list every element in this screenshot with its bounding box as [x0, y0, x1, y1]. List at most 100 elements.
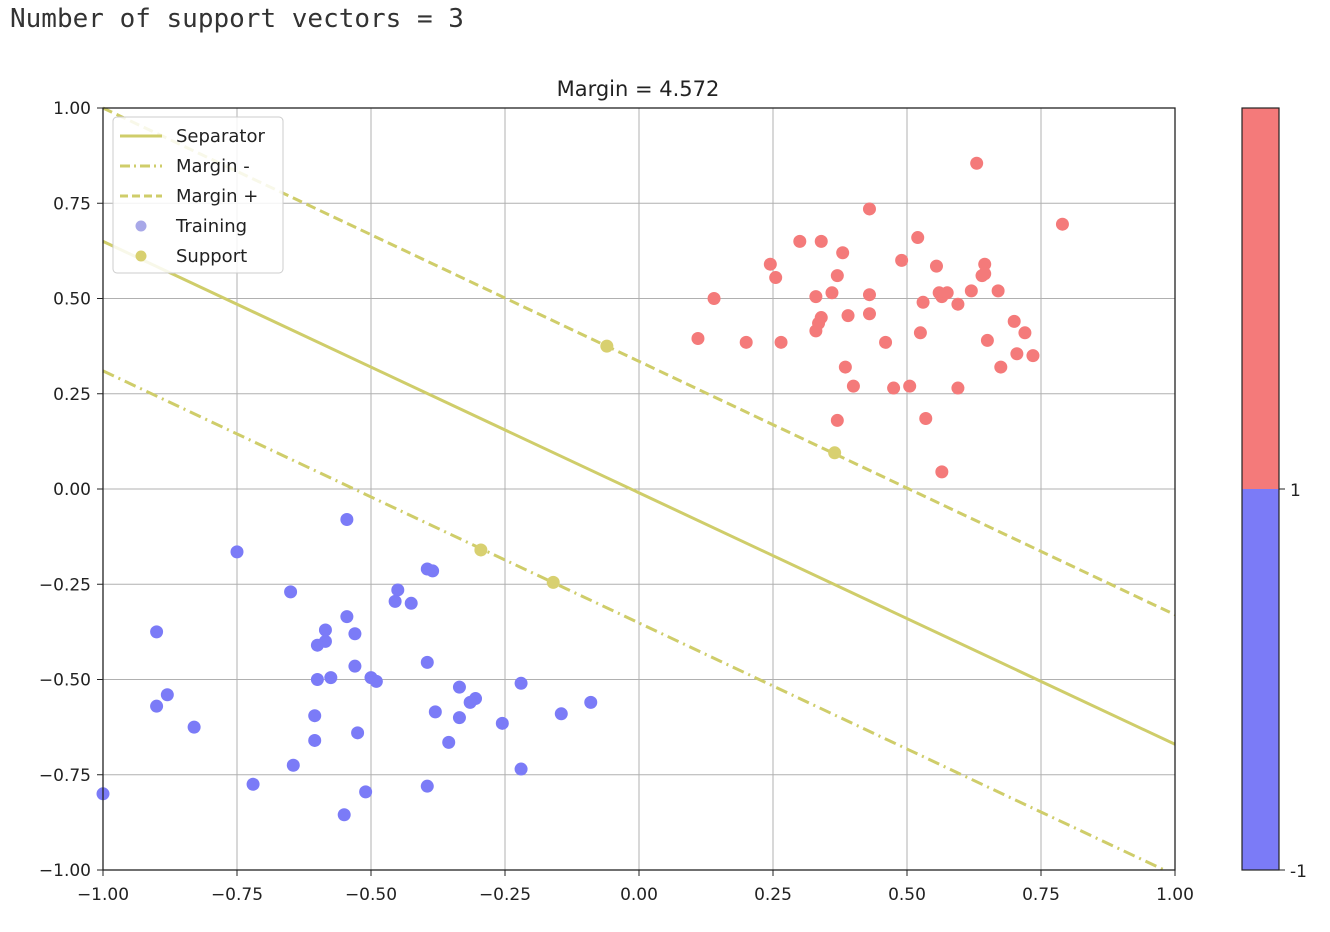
point-positive: [903, 379, 917, 393]
point-negative: [318, 623, 332, 637]
point-positive: [913, 326, 927, 340]
point-negative: [310, 673, 324, 686]
point-positive: [929, 259, 943, 273]
point-positive: [841, 309, 855, 323]
point-negative: [246, 777, 260, 791]
point-positive: [964, 284, 978, 298]
point-positive: [1018, 326, 1032, 340]
point-positive: [916, 295, 930, 309]
y-tick-label: −1.00: [39, 861, 91, 881]
point-positive: [1055, 217, 1069, 231]
point-negative: [351, 726, 365, 740]
x-tick-label: 0.25: [754, 885, 792, 905]
point-negative: [584, 695, 598, 709]
y-tick-label: 1.00: [53, 99, 91, 119]
point-negative: [369, 674, 383, 688]
point-positive: [814, 234, 828, 248]
point-negative: [150, 699, 164, 713]
x-tick-label: 0.00: [620, 885, 658, 905]
legend-box: [112, 116, 284, 274]
point-positive: [970, 156, 984, 170]
y-tick-label: 0.75: [53, 194, 91, 214]
point-negative: [452, 711, 466, 725]
y-tick-label: −0.50: [39, 671, 91, 691]
point-support: [474, 543, 488, 557]
y-tick-label: 0.25: [53, 385, 91, 405]
y-tick-label: −0.25: [39, 575, 91, 595]
point-negative: [359, 785, 373, 799]
point-negative: [420, 655, 434, 669]
x-tick-label: 0.75: [1022, 885, 1060, 905]
point-positive: [691, 332, 705, 346]
point-negative: [463, 695, 477, 709]
point-negative: [495, 716, 509, 730]
point-negative: [160, 688, 174, 702]
plot-frame: [102, 107, 1176, 871]
legend-swatch-training: [135, 220, 147, 232]
x-tick-label: 1.00: [1156, 885, 1194, 905]
line-margin: [102, 369, 1165, 872]
point-positive: [951, 297, 965, 311]
point-negative: [348, 659, 362, 673]
point-negative: [284, 585, 298, 599]
point-positive: [774, 335, 788, 349]
point-positive: [1007, 314, 1021, 328]
point-negative: [324, 671, 338, 685]
legend-label-training: Training: [175, 216, 247, 237]
point-negative: [554, 707, 568, 721]
point-positive: [935, 465, 949, 479]
point-negative: [308, 733, 322, 747]
y-tick-label: 0.00: [53, 480, 91, 500]
point-negative: [310, 638, 324, 652]
point-positive: [940, 286, 954, 300]
point-positive: [1010, 347, 1024, 361]
colorbar-positive: [1242, 108, 1279, 489]
point-negative: [308, 709, 322, 723]
point-positive: [978, 257, 992, 271]
point-negative: [340, 610, 354, 624]
line-separator: [102, 239, 1176, 746]
point-support: [600, 339, 614, 353]
point-positive: [975, 269, 989, 283]
point-negative: [388, 594, 402, 608]
tick-labels: −1.00 −0.75 −0.50 −0.25 0.00 0.25 0.50 0.75 1.00…: [39, 99, 1194, 905]
point-negative: [428, 705, 442, 719]
point-positive: [825, 286, 839, 300]
colorbar-negative: [1242, 489, 1279, 870]
point-positive: [830, 413, 844, 427]
point-positive: [830, 269, 844, 283]
point-negative: [187, 720, 201, 734]
point-positive: [919, 412, 933, 426]
point-support: [546, 575, 560, 589]
point-negative: [420, 779, 434, 793]
point-positive: [707, 292, 721, 305]
x-tick-label: −0.50: [345, 885, 397, 905]
point-negative: [514, 676, 528, 690]
colorbar: 1 -1: [1241, 107, 1307, 882]
point-positive: [846, 379, 860, 393]
data-points: [96, 156, 1069, 822]
point-negative: [340, 512, 354, 526]
legend-label-margin-plus: Margin +: [176, 186, 258, 207]
legend-label-support: Support: [176, 246, 247, 267]
point-positive: [809, 324, 823, 338]
point-positive: [838, 360, 852, 374]
point-positive: [895, 253, 909, 267]
point-negative: [348, 627, 362, 641]
point-positive: [994, 360, 1008, 374]
x-tick-label: −0.25: [479, 885, 531, 905]
point-positive: [951, 381, 965, 395]
point-positive: [887, 381, 901, 395]
legend: Separator Margin - Margin + Training Sup…: [112, 116, 284, 274]
point-positive: [911, 231, 925, 245]
y-tick-label: −0.75: [39, 766, 91, 786]
legend-swatch-support: [135, 250, 147, 262]
point-positive: [793, 234, 807, 248]
point-positive: [862, 202, 876, 216]
support-vector-count: Number of support vectors = 3: [10, 4, 464, 34]
point-positive: [836, 246, 850, 260]
legend-label-separator: Separator: [176, 126, 265, 147]
point-negative: [514, 762, 528, 776]
point-positive: [991, 284, 1005, 298]
